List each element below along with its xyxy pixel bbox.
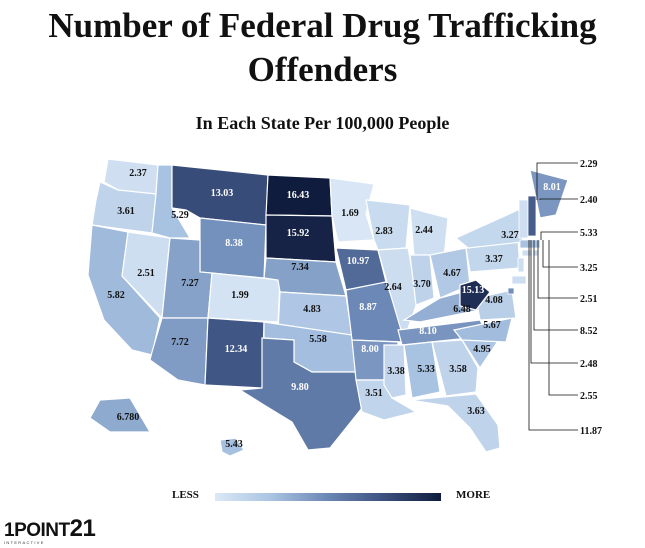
logo-number: 21 [69,515,96,542]
small-state-shape [519,239,541,249]
state-shape-tx [238,337,363,451]
state-label-fl: 3.63 [467,406,485,417]
logo-subtext: INTERACTIVE [4,540,45,545]
state-label-mn: 1.69 [341,208,359,219]
callout-value-label: 8.52 [580,326,598,337]
state-label-va: 4.08 [485,295,503,306]
state-shape-az [149,317,209,386]
state-label-ga: 3.58 [449,364,467,375]
state-label-me: 8.01 [543,182,561,193]
state-shape-ms [383,344,407,399]
state-label-wv: 15.13 [462,285,485,296]
map-title: Number of Federal Drug Trafficking Offen… [0,4,645,92]
state-shape-ny [454,209,529,249]
state-label-sc: 4.95 [473,344,491,355]
state-label-ia: 10.97 [347,256,370,267]
callout-leader-line [548,240,578,396]
state-label-wa: 2.37 [129,168,147,179]
title-line-1: Number of Federal Drug Trafficking [48,6,597,45]
callout-leader-line [528,240,578,431]
state-shape-ak [89,397,152,433]
state-shape-me [529,169,569,219]
small-state-shape [511,275,527,285]
callout-leader-line [530,240,578,364]
small-state-shape [507,287,515,295]
state-label-tn: 8.10 [419,326,437,337]
state-label-nm: 12.34 [225,344,248,355]
state-shape-in [409,254,435,306]
small-state-shape [517,257,525,273]
callout-group: 2.29 2.40 5.33 3.25 2.51 8.52 2.48 2.55 11.87 [528,159,602,437]
state-label-ar: 8.00 [361,344,379,355]
state-label-hi: 5.43 [225,439,243,450]
legend-more-label: MORE [456,489,491,501]
callout-value-label: 2.51 [580,294,598,305]
state-label-co: 1.99 [231,290,249,301]
state-shape-wi [365,199,411,251]
callout-leader-line [540,231,578,240]
state-label-pa: 3.37 [485,254,503,265]
state-shape-wv [459,279,491,311]
state-label-mi: 2.44 [415,225,433,236]
callout-leader-line [536,162,578,200]
state-label-sd: 15.92 [287,228,310,239]
state-label-ne: 7.34 [291,262,309,273]
callout-value-label: 5.33 [580,228,598,239]
state-label-wy: 8.38 [225,238,243,249]
state-shape-ga [431,339,479,397]
map-subtitle: In Each State Per 100,000 People [195,113,450,133]
state-value-labels: 2.37 3.61 5.82 2.51 5.29 13.03 8.38 7.27 1.99 7.7… [107,168,561,450]
state-shape-hi [219,437,245,457]
logo-text: 1POINT [4,520,70,541]
callout-value-label: 2.48 [580,359,598,370]
state-label-ok: 5.58 [309,334,327,345]
state-label-ks: 4.83 [303,304,321,315]
state-label-ky: 6.48 [453,304,471,315]
callout-value-label: 11.87 [580,426,602,437]
title-line-2: Offenders [247,50,398,89]
state-label-il: 2.64 [384,282,402,293]
callout-leader-line [542,240,578,268]
legend-less-label: LESS [172,489,199,501]
legend-gradient-bar [215,493,441,501]
callout-leader-line [539,198,578,200]
state-label-nd: 16.43 [287,190,310,201]
callout-value-label: 2.40 [580,195,598,206]
state-label-nc: 5.67 [483,320,501,331]
northeast-small-states [507,195,541,295]
state-shapes [87,158,569,457]
state-label-az: 7.72 [171,337,189,348]
state-label-or: 3.61 [117,206,135,217]
small-state-shape [518,199,529,239]
state-label-in: 3.70 [413,279,431,290]
state-label-ms: 3.38 [387,366,405,377]
state-label-la: 3.51 [365,388,383,399]
small-state-shape [521,249,533,257]
state-label-al: 5.33 [417,364,435,375]
callout-value-label: 2.55 [580,391,598,402]
state-shape-fl [409,393,501,453]
state-shape-al [403,341,441,399]
state-label-oh: 4.67 [443,268,461,279]
state-label-ca: 5.82 [107,290,125,301]
state-label-wi: 2.83 [375,226,393,237]
state-label-ny: 3.27 [501,230,519,241]
state-label-mt: 13.03 [211,188,234,199]
state-label-tx: 9.80 [291,382,309,393]
state-shape-nc [452,317,513,343]
callout-leader-line [537,240,578,299]
state-label-id: 5.29 [171,210,189,221]
state-label-nv: 2.51 [137,268,155,279]
small-state-shape [527,195,537,237]
callout-value-label: 3.25 [580,263,598,274]
callout-value-label: 2.29 [580,159,598,170]
state-label-ut: 7.27 [181,278,199,289]
brand-logo: 1POINT21 INTERACTIVE [4,515,96,545]
state-label-mo: 8.87 [359,302,377,313]
callout-leader-line [533,240,578,331]
state-label-ak: 6.780 [117,412,140,423]
